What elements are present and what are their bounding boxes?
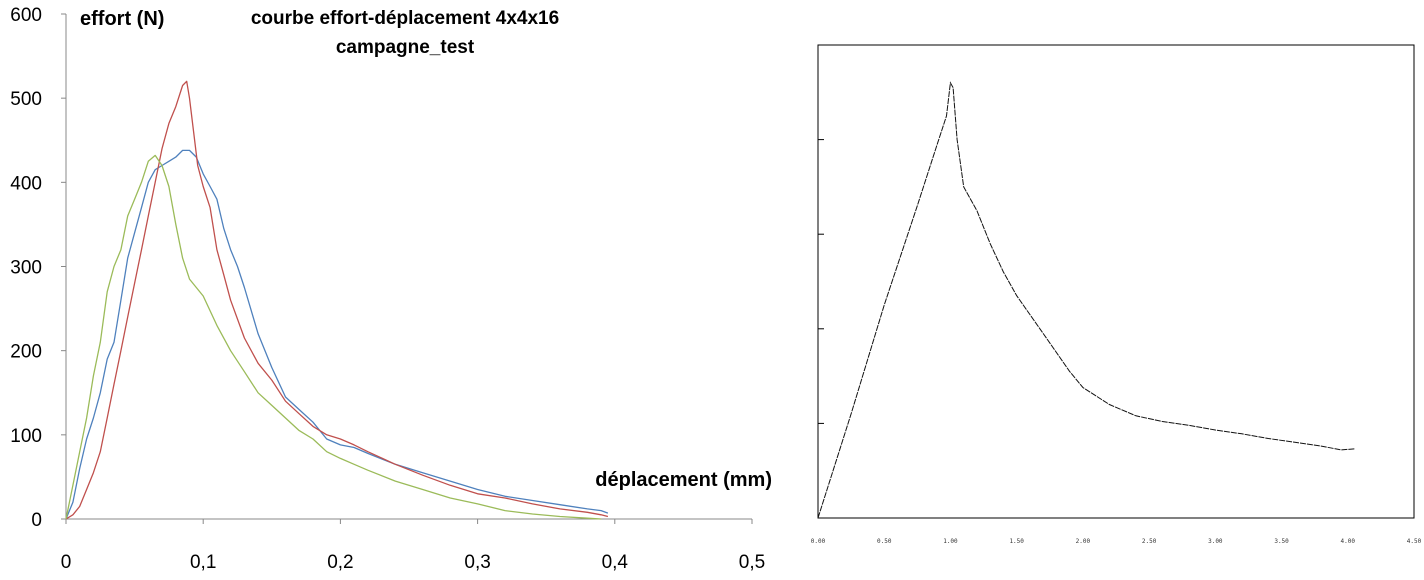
- x-axis-title: déplacement (mm): [595, 469, 772, 491]
- y-tick-label: 600: [10, 5, 42, 26]
- axis-ticks: 0 100 200 300 400 500 600 0 0,1 0,2 0,3 0,4 0,5: [10, 5, 765, 573]
- x-tick-label: 4.00: [1341, 538, 1356, 545]
- series-lines: [65, 80, 609, 520]
- x-tick-label: 0,2: [327, 552, 353, 573]
- x-tick-label: 2.50: [1142, 538, 1157, 545]
- x-tick-label: 0,3: [464, 552, 490, 573]
- x-tick-label: 0: [61, 552, 72, 573]
- x-tick-label: 2.00: [1076, 538, 1091, 545]
- scanned-curve-chart: 0.00 0.50 1.00 1.50 2.00 2.50 3.00 3.50 4.00 4.50: [811, 44, 1422, 545]
- x-tick-label: 4.50: [1407, 538, 1422, 545]
- series-line-3: [65, 154, 602, 520]
- plot-frame: [817, 44, 1415, 519]
- y-tick-label: 400: [10, 173, 42, 194]
- x-tick-label: 0,1: [190, 552, 216, 573]
- y-tick-label: 0: [31, 510, 42, 531]
- x-tick-label: 0.00: [811, 538, 826, 545]
- y-tick-label: 300: [10, 258, 42, 279]
- x-tick-label: 1.00: [943, 538, 958, 545]
- x-tick-label: 3.50: [1274, 538, 1289, 545]
- y-tick-label: 100: [10, 426, 42, 447]
- x-tick-label: 0.50: [877, 538, 892, 545]
- chart-axes: [65, 14, 752, 520]
- series-line-2: [65, 80, 609, 520]
- chart-title: courbe effort-déplacement 4x4x16: [251, 8, 559, 29]
- x-tick-label: 0,5: [739, 552, 765, 573]
- y-tick-label: 200: [10, 342, 42, 363]
- y-axis-title: effort (N): [80, 8, 164, 30]
- series-lines: [817, 81, 1355, 519]
- chart-subtitle: campagne_test: [336, 37, 475, 58]
- force-displacement-chart: 0 100 200 300 400 500 600 0 0,1 0,2 0,3 0,4 0,5 cour…: [10, 5, 772, 573]
- y-tick-label: 500: [10, 89, 42, 110]
- series-line-1: [817, 81, 1355, 519]
- axis-ticks: 0.00 0.50 1.00 1.50 2.00 2.50 3.00 3.50 4.00 4.50: [811, 139, 1422, 545]
- x-tick-label: 3.00: [1208, 538, 1223, 545]
- x-tick-label: 0,4: [602, 552, 629, 573]
- x-tick-label: 1.50: [1009, 538, 1024, 545]
- series-line-1: [65, 149, 609, 520]
